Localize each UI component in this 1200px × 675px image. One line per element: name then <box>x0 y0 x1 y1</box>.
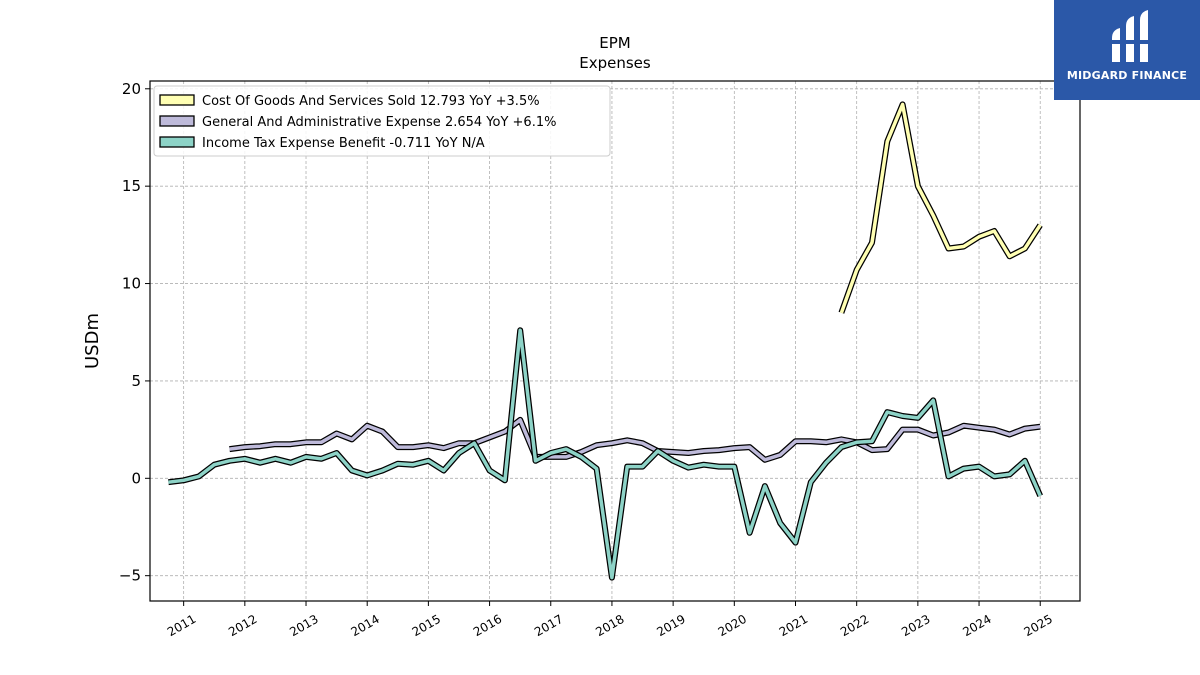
brand-logo: MIDGARD FINANCE <box>1054 0 1200 100</box>
chart-title: EPM <box>599 34 630 52</box>
y-tick-label: −5 <box>119 567 141 585</box>
x-tick-label: 2012 <box>226 612 259 639</box>
gridlines <box>150 81 1080 601</box>
series-lines <box>168 101 1043 581</box>
x-tick-label: 2018 <box>593 612 626 639</box>
y-tick-label: 15 <box>122 177 141 195</box>
y-tick-label: 10 <box>122 275 141 293</box>
chart-subtitle: Expenses <box>579 54 651 72</box>
legend-label: Cost Of Goods And Services Sold 12.793 Y… <box>202 94 540 109</box>
brand-name: MIDGARD FINANCE <box>1066 69 1188 82</box>
x-tick-label: 2021 <box>777 612 810 639</box>
legend-box <box>153 85 611 157</box>
legend: Cost Of Goods And Services Sold 12.793 Y… <box>153 85 611 157</box>
legend-swatch <box>159 115 195 127</box>
x-tick-label: 2017 <box>532 612 565 639</box>
x-tick-label: 2015 <box>410 612 443 639</box>
series-line-outline <box>838 101 1043 314</box>
legend-swatch <box>159 94 195 106</box>
brand-logo-mark-icon <box>1110 10 1150 62</box>
y-axis-label: USDm <box>82 313 103 369</box>
x-tick-label: 2023 <box>899 612 932 639</box>
legend-label: General And Administrative Expense 2.654… <box>202 115 556 130</box>
x-tick-label: 2011 <box>165 612 198 639</box>
x-tick-label: 2024 <box>960 612 993 639</box>
x-tick-label: 2019 <box>654 612 687 639</box>
y-tick-label: 5 <box>131 372 141 390</box>
y-tick-label: 0 <box>131 469 141 487</box>
x-tick-label: 2022 <box>838 612 871 639</box>
x-tick-label: 2014 <box>348 612 381 639</box>
y-tick-label: 20 <box>122 80 141 98</box>
plot-area-frame <box>149 80 1081 602</box>
series-line <box>229 418 1041 462</box>
legend-swatch <box>159 136 195 148</box>
x-tick-label: 2020 <box>716 612 749 639</box>
x-tick-label: 2013 <box>287 612 320 639</box>
series-line <box>168 328 1042 580</box>
x-tick-label: 2016 <box>471 612 504 639</box>
series-line-outline <box>168 327 1043 581</box>
legend-label: Income Tax Expense Benefit -0.711 YoY N/… <box>202 136 485 151</box>
series-line <box>839 102 1042 314</box>
x-tick-label: 2025 <box>1022 612 1055 639</box>
